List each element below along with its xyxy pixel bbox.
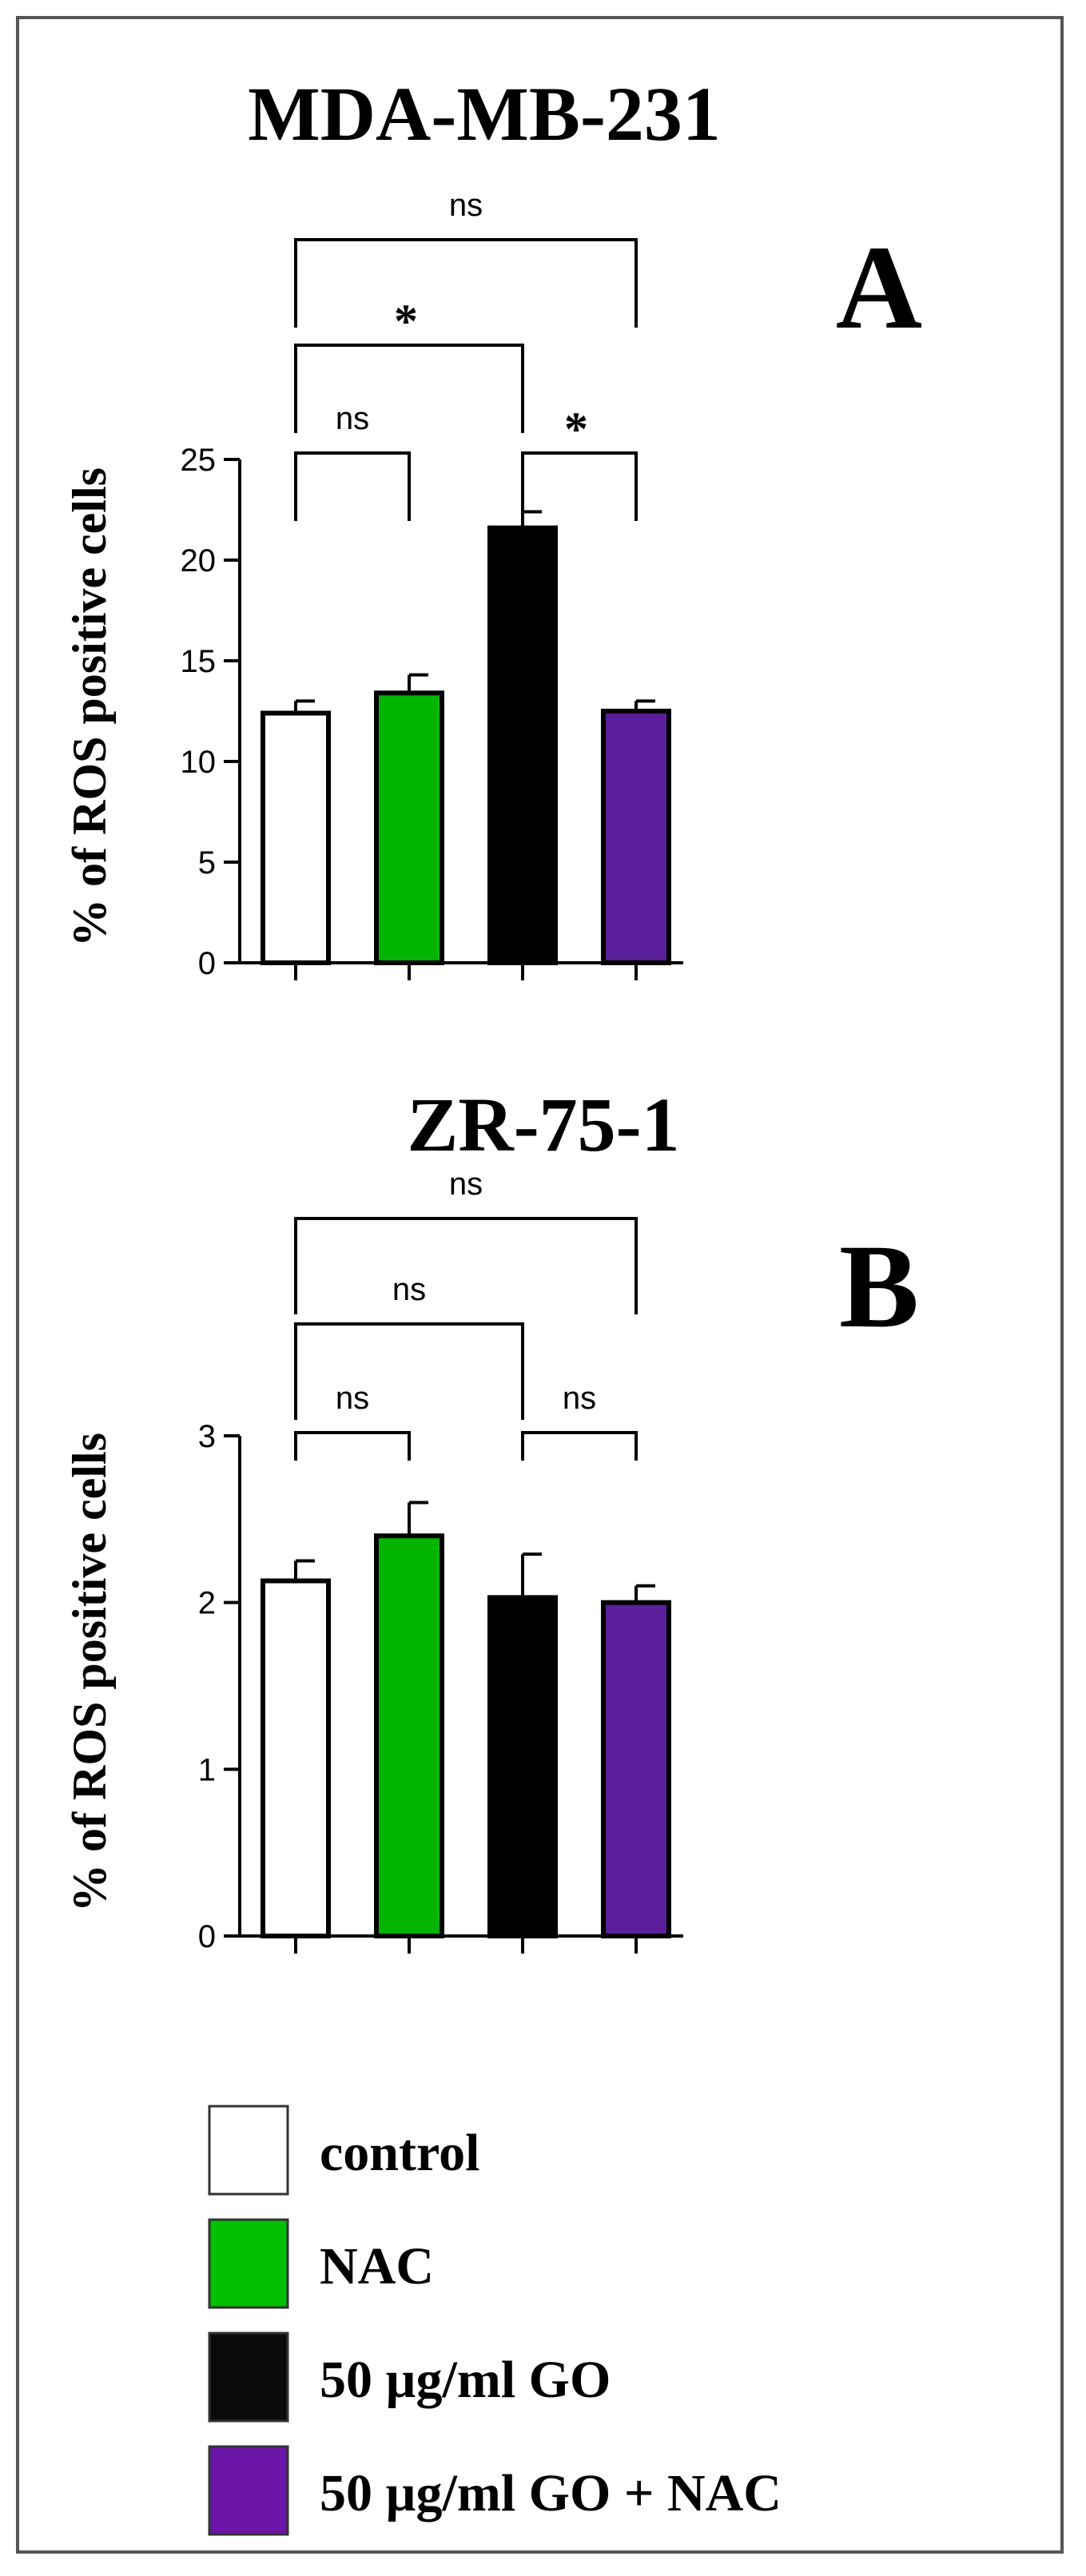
legend-swatch-go-nac	[208, 2445, 289, 2536]
panel-b-ylabel: % of ROS positive cells	[63, 1433, 116, 1912]
panel-b-bracket-label-1: ns	[449, 1167, 483, 1202]
legend: control NAC 50 µg/ml GO 50 µg/ml GO + NA…	[208, 2105, 782, 2536]
panel-b-y-tick-label: 3	[198, 1419, 216, 1454]
panel-a-y-tick-label: 0	[198, 946, 216, 981]
panel-b-label: B	[839, 1220, 919, 1353]
panel-b-bracket-3	[294, 1431, 411, 1461]
legend-swatch-nac	[208, 2218, 289, 2309]
figure-frame	[16, 16, 1064, 2554]
panel-b-bar-2	[374, 1533, 444, 1938]
panel-a-bar-2	[374, 690, 444, 965]
legend-label-go: 50 µg/ml GO	[320, 2351, 611, 2409]
panel-a-bracket-4	[521, 451, 638, 521]
panel-a-bracket-1	[294, 238, 638, 328]
panel-b-y-tick-label: 0	[198, 1919, 216, 1954]
panel-b-plot: 0 1 2 3 ns ns ns ns	[198, 1167, 683, 1954]
panel-a-y-tick-label: 20	[181, 543, 217, 578]
panel-b-bracket-4	[521, 1431, 638, 1461]
panel-a-ylabel: % of ROS positive cells	[63, 467, 116, 947]
panel-a-y-tick-label: 10	[181, 745, 217, 780]
panel-a-title: MDA-MB-231	[248, 71, 721, 157]
legend-label-go-nac: 50 µg/ml GO + NAC	[320, 2464, 782, 2522]
legend-swatch-go	[208, 2332, 289, 2423]
panel-b-bracket-2	[294, 1322, 524, 1420]
panel-a-y-tick-label: 15	[181, 644, 217, 679]
panel-b-y-tick-label: 1	[198, 1752, 216, 1787]
panel-a-bar-1	[261, 710, 331, 966]
panel-a-bar-4	[601, 709, 671, 965]
legend-item-go-nac: 50 µg/ml GO + NAC	[208, 2445, 782, 2536]
panel-b-y-tick-label: 2	[198, 1586, 216, 1621]
panel-a-bracket-label-3: ns	[336, 401, 369, 436]
panel-a-y-tick-label: 5	[198, 845, 216, 881]
panel-b-title: ZR-75-1	[407, 1082, 679, 1167]
panel-b-bar-4	[601, 1600, 671, 1938]
panel-b: ZR-75-1 B % of ROS positive cells 0 1 2 3 ns…	[63, 1082, 919, 1954]
panel-a-bracket-label-2: *	[394, 295, 418, 348]
panel-a-plot: 0 5 10 15 20 25 ns * ns *	[181, 188, 683, 981]
legend-item-go: 50 µg/ml GO	[208, 2332, 611, 2423]
legend-label-control: control	[320, 2124, 479, 2182]
panel-b-bracket-1	[294, 1217, 638, 1314]
panel-b-bar-1	[261, 1578, 331, 1939]
legend-label-nac: NAC	[320, 2237, 434, 2296]
panel-a-bracket-label-1: ns	[449, 188, 483, 223]
legend-swatch-control	[208, 2105, 289, 2196]
panel-b-bar-3	[487, 1595, 558, 1938]
panel-a-bracket-label-4: *	[564, 403, 588, 455]
panel-b-bracket-label-4: ns	[563, 1381, 596, 1416]
panel-a-label: A	[836, 221, 922, 354]
panel-a-y-tick-label: 25	[181, 443, 217, 478]
panel-b-bracket-label-2: ns	[392, 1272, 426, 1307]
panel-b-bracket-label-3: ns	[336, 1381, 369, 1416]
legend-item-control: control	[208, 2105, 479, 2196]
panel-a: MDA-MB-231 A % of ROS positive cells 0 5 1…	[63, 71, 922, 981]
panel-a-bracket-2	[294, 344, 524, 433]
legend-item-nac: NAC	[208, 2218, 434, 2309]
panel-a-bracket-3	[294, 451, 411, 521]
panel-a-bar-3	[487, 525, 558, 965]
